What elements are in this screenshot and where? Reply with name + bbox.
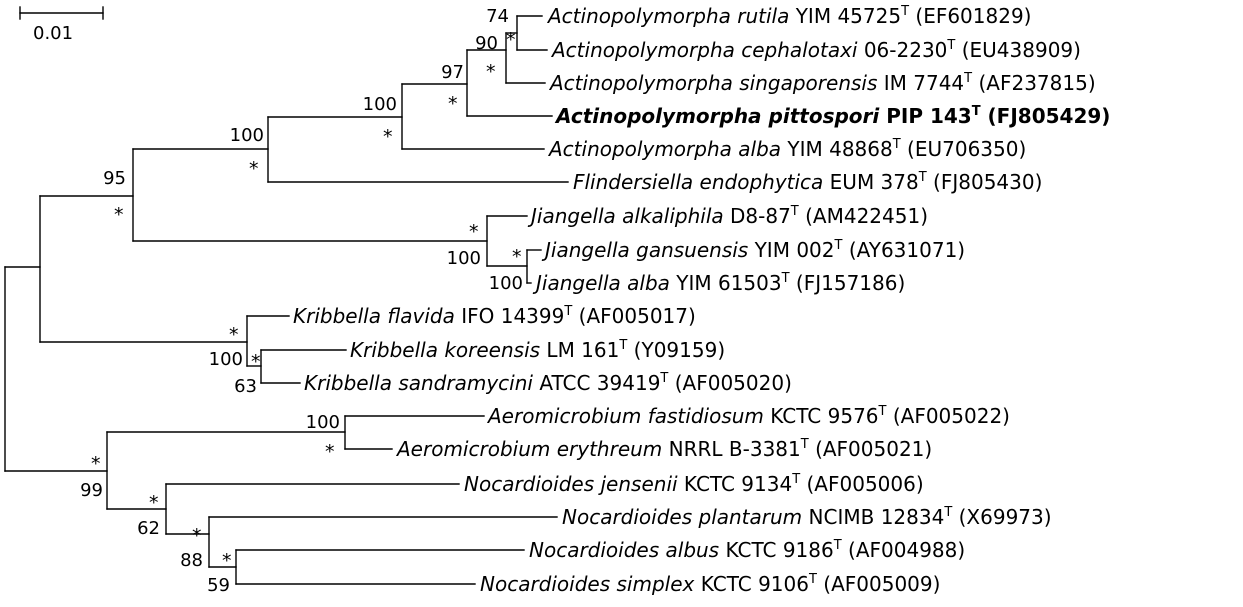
taxon-label: Jiangella alkaliphila D8-87T (AM422451): [527, 204, 928, 228]
bootstrap-value: 100: [209, 349, 243, 370]
taxon-label: Nocardioides simplex KCTC 9106T (AF00500…: [480, 572, 940, 596]
bootstrap-values: 74 90 97 100 100 95 100 100 100 63 100 9…: [80, 6, 523, 596]
node-asterisk: *: [486, 61, 496, 83]
bootstrap-value: 62: [137, 518, 160, 539]
node-markers: * * * * * * * * * * * * * * *: [91, 29, 522, 572]
node-asterisk: *: [512, 246, 522, 268]
bootstrap-value: 100: [489, 273, 523, 294]
node-asterisk: *: [325, 441, 335, 463]
scale-bar: 0.01: [19, 6, 104, 44]
taxon-label-highlighted: Actinopolymorpha pittospori PIP 143T (FJ…: [554, 104, 1110, 128]
scale-bar-label: 0.01: [33, 23, 73, 44]
taxon-label: Actinopolymorpha cephalotaxi 06-2230T (E…: [550, 38, 1081, 62]
bootstrap-value: 88: [180, 550, 203, 571]
node-asterisk: *: [149, 492, 159, 514]
taxon-label: Aeromicrobium fastidiosum KCTC 9576T (AF…: [486, 404, 1010, 428]
bootstrap-value: 100: [230, 125, 264, 146]
taxon-label: Actinopolymorpha rutila YIM 45725T (EF60…: [546, 4, 1031, 28]
taxon-label: Kribbella flavida IFO 14399T (AF005017): [293, 304, 696, 328]
taxon-label: Jiangella gansuensis YIM 002T (AY631071): [541, 238, 965, 262]
node-asterisk: *: [91, 453, 101, 475]
bootstrap-value: 59: [207, 575, 230, 596]
taxon-label: Kribbella sandramycini ATCC 39419T (AF00…: [304, 371, 792, 395]
taxon-label: Actinopolymorpha singaporensis IM 7744T …: [548, 71, 1096, 95]
bootstrap-value: 90: [475, 33, 498, 54]
taxon-label: Flindersiella endophytica EUM 378T (FJ80…: [573, 170, 1042, 194]
bootstrap-value: 74: [486, 6, 509, 27]
bootstrap-value: 100: [447, 248, 481, 269]
taxon-label: Aeromicrobium erythreum NRRL B-3381T (AF…: [395, 437, 932, 461]
node-asterisk: *: [251, 351, 261, 373]
bootstrap-value: 63: [234, 376, 257, 397]
bootstrap-value: 100: [363, 94, 397, 115]
bootstrap-value: 99: [80, 480, 103, 501]
bootstrap-value: 95: [103, 168, 126, 189]
node-asterisk: *: [469, 221, 479, 243]
node-asterisk: *: [506, 29, 516, 51]
node-asterisk: *: [383, 126, 393, 148]
node-asterisk: *: [448, 93, 458, 115]
node-asterisk: *: [249, 158, 259, 180]
taxon-label: Nocardioides jensenii KCTC 9134T (AF0050…: [464, 472, 924, 496]
taxon-label: Jiangella alba YIM 61503T (FJ157186): [532, 271, 905, 295]
taxon-label: Kribbella koreensis LM 161T (Y09159): [350, 338, 725, 362]
taxon-label: Actinopolymorpha alba YIM 48868T (EU7063…: [547, 137, 1026, 161]
taxon-label: Nocardioides plantarum NCIMB 12834T (X69…: [562, 505, 1052, 529]
bootstrap-value: 97: [441, 62, 464, 83]
taxon-label: Nocardioides albus KCTC 9186T (AF004988): [529, 538, 965, 562]
taxon-labels: Actinopolymorpha rutila YIM 45725T (EF60…: [293, 4, 1110, 596]
node-asterisk: *: [114, 204, 124, 226]
bootstrap-value: 100: [306, 412, 340, 433]
node-asterisk: *: [229, 324, 239, 346]
node-asterisk: *: [222, 550, 232, 572]
tree-branches: [4, 15, 569, 585]
node-asterisk: *: [192, 525, 202, 547]
